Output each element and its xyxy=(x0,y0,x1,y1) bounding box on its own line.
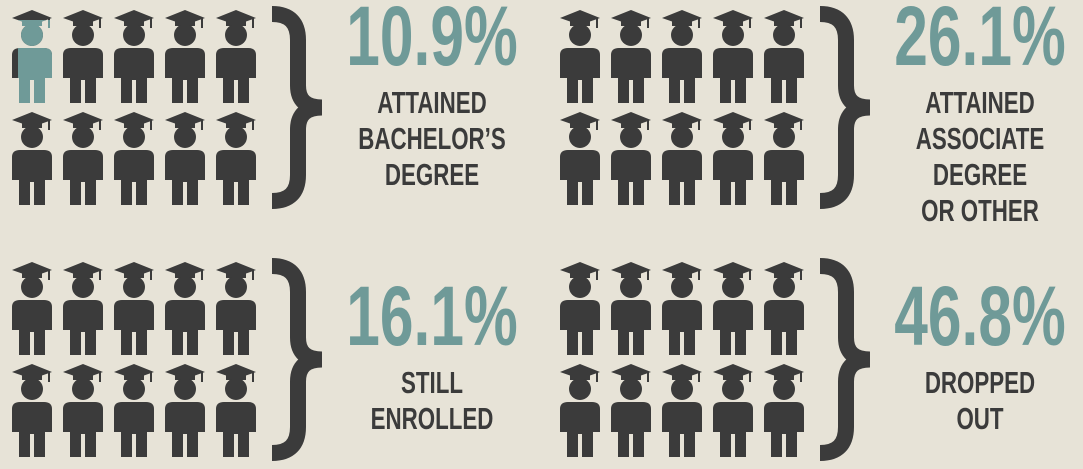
label-line: DEGREE xyxy=(933,158,1027,192)
label-line: DROPPED xyxy=(925,366,1035,400)
label-line: DEGREE xyxy=(385,158,479,192)
percentage: 46.8% xyxy=(894,269,1065,363)
label-line: STILL xyxy=(401,366,463,400)
label-line: ATTAINED xyxy=(925,86,1034,120)
label-line: OR OTHER xyxy=(921,194,1039,228)
percentage: 16.1% xyxy=(346,269,517,363)
label-line: OUT xyxy=(956,402,1004,436)
brace xyxy=(819,258,871,461)
percentage: 10.9% xyxy=(346,0,517,84)
label-line: ENROLLED xyxy=(371,402,494,436)
brace xyxy=(271,6,323,209)
label-line: ASSOCIATE xyxy=(916,122,1045,156)
percentage: 26.1% xyxy=(894,0,1065,84)
label-line: ATTAINED xyxy=(377,86,486,120)
brace xyxy=(819,6,871,209)
label-line: BACHELOR’S xyxy=(358,122,506,156)
brace xyxy=(271,258,323,461)
